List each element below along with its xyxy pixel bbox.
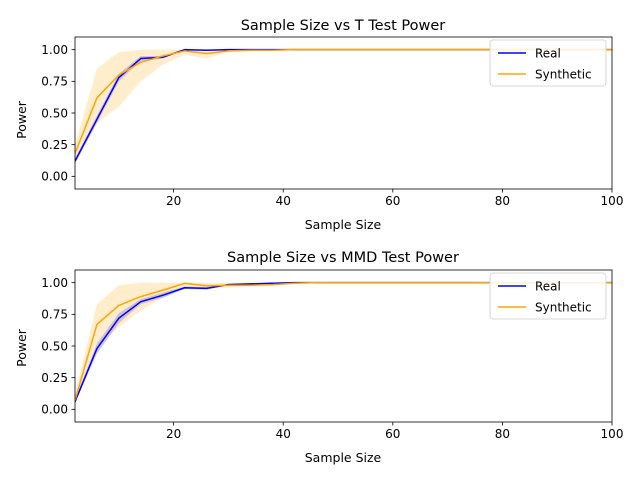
- x-tick-label: 100: [601, 427, 624, 441]
- x-tick-label: 60: [385, 194, 400, 208]
- plot-area: [75, 48, 612, 164]
- y-tick-label: 1.00: [41, 276, 68, 290]
- y-tick-label: 0.75: [41, 75, 68, 89]
- x-axis-label-t-test: Sample Size: [305, 217, 382, 232]
- y-tick-label: 0.75: [41, 308, 68, 322]
- x-axis-label-mmd-test: Sample Size: [305, 450, 382, 465]
- confidence-band-synthetic: [75, 282, 612, 405]
- series-line-synthetic: [75, 281, 612, 401]
- confidence-band-synthetic: [75, 49, 612, 162]
- chart-title-mmd-test: Sample Size vs MMD Test Power: [227, 250, 459, 266]
- y-tick-label: 0.50: [41, 106, 68, 120]
- chart-panel-t-test: 20 40 60 80 100 0.00 0.25 0.50 0.75 1.00 Real Synth…: [41, 36, 624, 208]
- y-tick-label: 0.25: [41, 138, 68, 152]
- x-tick-label: 20: [166, 194, 181, 208]
- y-tick-label: 0.00: [41, 403, 68, 417]
- legend: Real Synthetic: [489, 272, 607, 320]
- x-tick-label: 40: [276, 427, 291, 441]
- legend: Real Synthetic: [489, 39, 607, 87]
- x-tick-label: 20: [166, 427, 181, 441]
- y-tick-label: 0.25: [41, 371, 68, 385]
- legend-label-synthetic: Synthetic: [535, 301, 592, 315]
- legend-label-real: Real: [535, 47, 561, 61]
- x-tick-label: 80: [495, 194, 510, 208]
- legend-label-synthetic: Synthetic: [535, 68, 592, 82]
- y-axis-label-mmd-test: Power: [14, 328, 29, 367]
- x-tick-label: 80: [495, 427, 510, 441]
- chart-marks: 20 40 60 80 100 0.00 0.25 0.50 0.75 1.00 Real Synth…: [41, 36, 624, 441]
- x-tick-label: 40: [276, 194, 291, 208]
- chart-panel-mmd-test: 20 40 60 80 100 0.00 0.25 0.50 0.75 1.00 Real Synth…: [41, 269, 624, 441]
- x-tick-label: 60: [385, 427, 400, 441]
- y-tick-label: 1.00: [41, 43, 68, 57]
- series-line-synthetic: [75, 48, 612, 154]
- y-axis-label-t-test: Power: [14, 100, 29, 139]
- x-tick-label: 100: [601, 194, 624, 208]
- chart-title-t-test: Sample Size vs T Test Power: [241, 18, 446, 34]
- y-tick-label: 0.00: [41, 170, 68, 184]
- plot-area: [75, 281, 612, 405]
- y-tick-label: 0.50: [41, 339, 68, 353]
- legend-label-real: Real: [535, 280, 561, 294]
